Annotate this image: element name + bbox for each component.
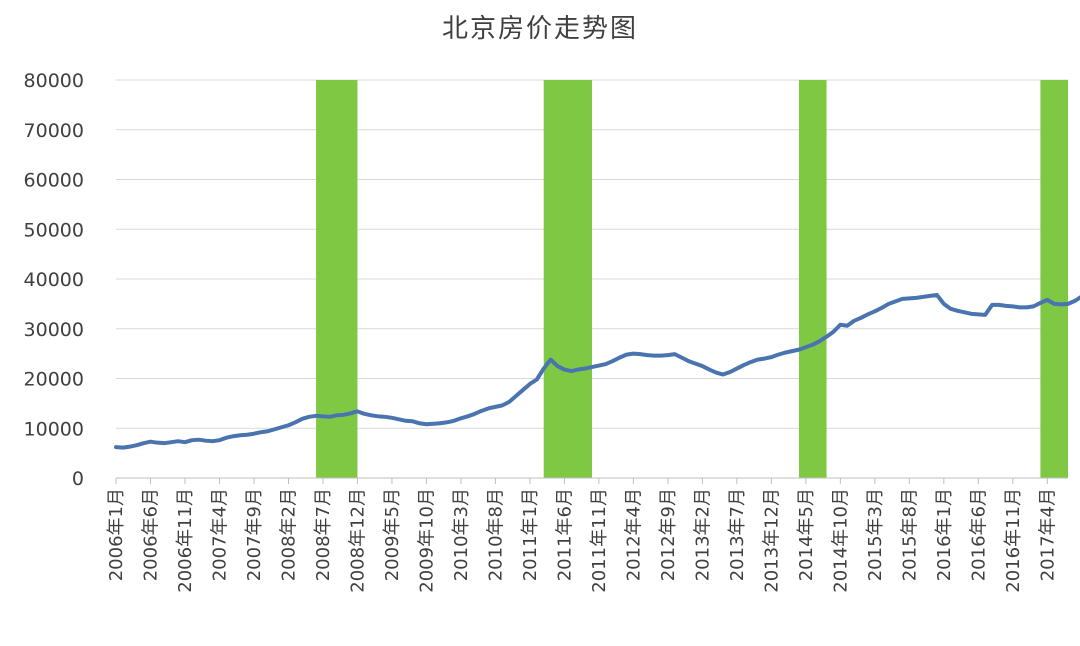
y-tick-labels: 0 10000 20000 30000 40000 50000 60000 70000 8000… [24,70,84,490]
x-tick-label: 2009年5月 [382,488,403,581]
x-tick-label: 2011年6月 [554,488,575,581]
x-tick-label: 2017年4月 [1037,488,1058,581]
highlight-band [1040,80,1068,478]
x-tick-label: 2012年9月 [658,488,679,581]
y-tick-label: 0 [72,468,84,490]
x-tick-label: 2016年11月 [1003,488,1024,593]
x-tick-label: 2015年3月 [865,488,886,581]
y-tick-label: 60000 [24,170,84,192]
y-tick-label: 40000 [24,269,84,291]
x-tick-label: 2016年1月 [934,488,955,581]
x-tick-label: 2007年4月 [209,488,230,581]
y-tick-label: 70000 [24,120,84,142]
x-tick-label: 2007年9月 [244,488,265,581]
x-tick-label: 2013年2月 [692,488,713,581]
x-tick-label: 2010年8月 [485,488,506,581]
x-tick-labels: 2006年1月 2006年6月 2006年11月 2007年4月 2007年9月 2008… [106,488,1058,593]
x-tick-label: 2008年7月 [313,488,334,581]
x-tick-label: 2013年12月 [761,488,782,593]
x-tick-label: 2011年11月 [589,488,610,593]
x-tick-label: 2013年7月 [727,488,748,581]
highlight-band [798,80,827,478]
chart-title: 北京房价走势图 [441,14,638,44]
x-tick-label: 2014年5月 [796,488,817,581]
x-tick-label: 2006年11月 [175,488,196,593]
x-tick-label: 2015年8月 [899,488,920,581]
y-tick-label: 50000 [24,219,84,241]
x-tick-label: 2011年1月 [520,488,541,581]
series-layer [114,292,1080,450]
series-line [114,292,1080,450]
y-tick-label: 10000 [24,418,84,440]
axes [115,477,1068,484]
x-tick-label: 2012年4月 [623,488,644,581]
x-tick-label: 2006年6月 [140,488,161,581]
x-tick-label: 2016年6月 [968,488,989,581]
x-tick-label: 2008年12月 [347,488,368,593]
y-tick-label: 80000 [24,70,84,92]
x-tick-label: 2008年2月 [278,488,299,581]
x-tick-label: 2010年3月 [451,488,472,581]
x-tick-label: 2006年1月 [106,488,127,581]
y-tick-label: 30000 [24,319,84,341]
highlight-band [316,80,358,478]
x-tick-label: 2014年10月 [830,488,851,593]
y-tick-label: 20000 [24,369,84,391]
highlight-band [543,80,592,478]
x-tick-label: 2009年10月 [416,488,437,593]
